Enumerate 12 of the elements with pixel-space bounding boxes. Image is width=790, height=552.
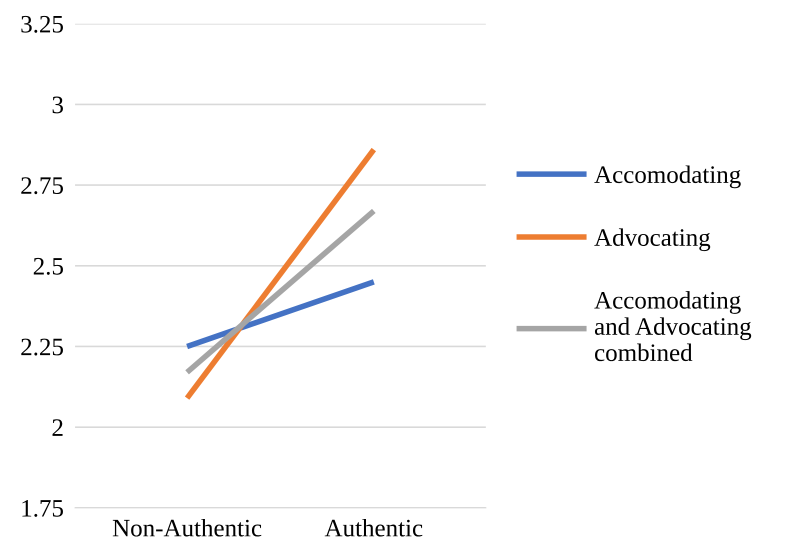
x-tick-label: Non-Authentic (112, 518, 262, 537)
x-tick-label: Authentic (324, 518, 422, 537)
y-tick-label: 2.25 (21, 338, 63, 356)
legend-label: Accomodating and Advocating combined (594, 291, 752, 362)
y-tick-label: 2.75 (21, 177, 63, 194)
y-tick-label: 3 (52, 96, 63, 114)
y-tick-label: 2.5 (34, 258, 63, 275)
y-tick-label: 1.75 (22, 500, 63, 517)
legend-label: Advocating (594, 228, 710, 252)
legend-label: Accomodating (594, 166, 741, 188)
y-tick-label: 3.25 (21, 16, 63, 33)
y-tick-label: 2 (52, 419, 63, 436)
